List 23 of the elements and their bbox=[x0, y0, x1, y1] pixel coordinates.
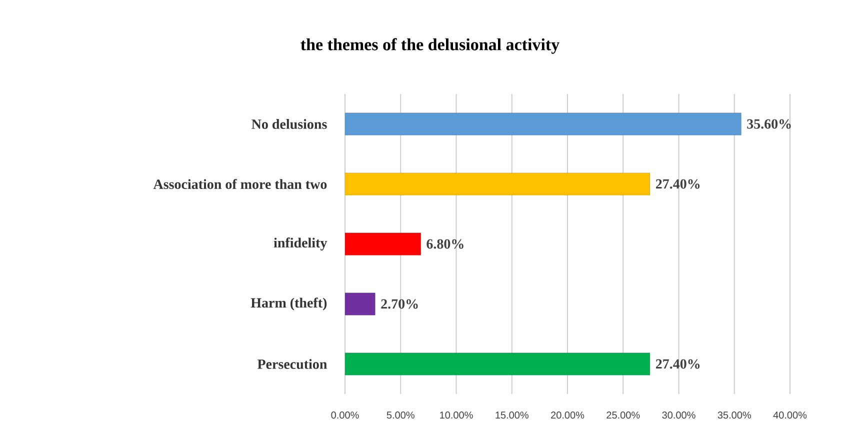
x-tick-label: 10.00% bbox=[440, 412, 473, 419]
bar bbox=[345, 172, 650, 196]
y-tick-label: Association of more than two bbox=[153, 179, 327, 190]
data-label: 27.40% bbox=[656, 359, 700, 369]
chart-title: the themes of the delusional activity bbox=[300, 38, 560, 54]
bar bbox=[345, 112, 742, 136]
bar bbox=[345, 352, 650, 376]
x-tick-label: 40.00% bbox=[773, 412, 807, 419]
data-label: 6.80% bbox=[426, 239, 464, 249]
x-tick-label: 0.00% bbox=[331, 412, 359, 419]
data-label: 2.70% bbox=[381, 299, 418, 309]
x-tick-label: 15.00% bbox=[496, 412, 528, 419]
x-tick-label: 35.00% bbox=[718, 412, 751, 419]
x-tick-label: 5.00% bbox=[386, 412, 414, 419]
x-tick-label: 20.00% bbox=[551, 412, 584, 419]
y-tick-label: infidelity bbox=[274, 238, 328, 250]
y-tick-label: Persecution bbox=[257, 359, 327, 369]
y-tick-label: No delusions bbox=[252, 119, 327, 129]
x-tick-label: 25.00% bbox=[606, 412, 640, 419]
data-label: 35.60% bbox=[747, 119, 791, 129]
data-label: 27.40% bbox=[656, 179, 700, 189]
y-tick-label: Harm (theft) bbox=[250, 298, 327, 310]
x-tick-label: 30.00% bbox=[662, 412, 696, 419]
